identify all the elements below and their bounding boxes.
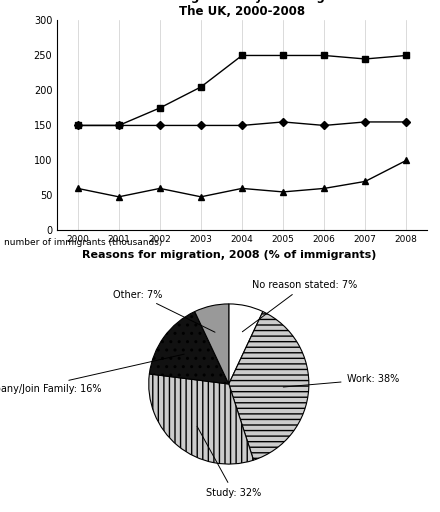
Text: No reason stated: 7%: No reason stated: 7% (242, 280, 358, 332)
4 or more years (280, 119, 286, 125)
Line: 2 to 4 years: 2 to 4 years (75, 158, 409, 200)
2 to 4 years (239, 185, 245, 191)
2 to 4 years (403, 157, 409, 163)
Line: up to 2 years: up to 2 years (75, 53, 409, 128)
4 or more years (322, 122, 327, 129)
4 or more years (363, 119, 368, 125)
Title: Reasons for migration, 2008 (% of immigrants): Reasons for migration, 2008 (% of immigr… (81, 250, 376, 260)
2 to 4 years (157, 185, 162, 191)
4 or more years (239, 122, 245, 129)
4 or more years (75, 122, 81, 129)
Wedge shape (149, 311, 229, 384)
4 or more years (198, 122, 204, 129)
2 to 4 years (116, 194, 121, 200)
up to 2 years (280, 52, 286, 58)
Text: Accompany/Join Family: 16%: Accompany/Join Family: 16% (0, 354, 184, 394)
Line: 4 or more years: 4 or more years (75, 119, 409, 128)
up to 2 years (116, 122, 121, 129)
Title: Intended length of stay of immigrants to
The UK, 2000-2008: Intended length of stay of immigrants to… (107, 0, 377, 18)
Text: Work: 38%: Work: 38% (283, 374, 399, 387)
Text: Other: 7%: Other: 7% (114, 289, 215, 332)
up to 2 years (157, 105, 162, 111)
up to 2 years (239, 52, 245, 58)
up to 2 years (75, 122, 81, 129)
4 or more years (116, 122, 121, 129)
2 to 4 years (198, 194, 204, 200)
Wedge shape (149, 374, 253, 464)
up to 2 years (322, 52, 327, 58)
2 to 4 years (75, 185, 81, 191)
up to 2 years (198, 84, 204, 90)
Wedge shape (229, 311, 309, 460)
2 to 4 years (322, 185, 327, 191)
Wedge shape (229, 304, 263, 384)
Text: number of immigrants (thousands): number of immigrants (thousands) (4, 238, 163, 247)
4 or more years (157, 122, 162, 129)
2 to 4 years (363, 178, 368, 184)
Wedge shape (195, 304, 229, 384)
Text: Study: 32%: Study: 32% (197, 426, 261, 498)
4 or more years (403, 119, 409, 125)
up to 2 years (403, 52, 409, 58)
up to 2 years (363, 56, 368, 62)
2 to 4 years (280, 189, 286, 195)
